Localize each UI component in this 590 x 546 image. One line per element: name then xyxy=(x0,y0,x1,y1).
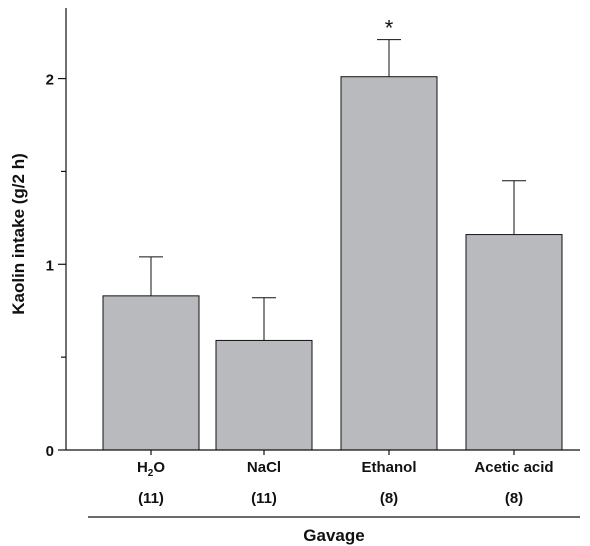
y-axis-title: Kaolin intake (g/2 h) xyxy=(9,153,28,315)
x-tick-label-1: NaCl xyxy=(247,459,281,476)
x-axis-title: Gavage xyxy=(303,526,364,545)
sample-size-label-3: (8) xyxy=(505,490,523,507)
bar-0 xyxy=(102,295,200,451)
x-tick-label-2: Ethanol xyxy=(362,459,417,476)
sample-size-label-0: (11) xyxy=(138,490,164,507)
bar-3 xyxy=(465,234,563,451)
bar-1 xyxy=(215,339,313,451)
y-tick-label-2: 2 xyxy=(46,72,54,89)
y-tick-label-0: 0 xyxy=(46,443,54,460)
y-tick-label-1: 1 xyxy=(46,257,54,274)
error-bars-layer xyxy=(139,39,526,341)
x-tick-label-0: H2O xyxy=(137,459,165,479)
axes xyxy=(58,8,580,518)
bars-layer xyxy=(102,76,563,451)
x-tick-label-3: Acetic acid xyxy=(474,459,553,476)
sample-size-label-1: (11) xyxy=(251,490,277,507)
sample-size-label-2: (8) xyxy=(380,490,398,507)
significance-asterisk: * xyxy=(385,16,394,41)
bar-2 xyxy=(340,76,438,451)
labels-layer: 0 1 2 H2O (11) NaCl (11) Ethanol (8) Acetic acid (… xyxy=(9,16,554,545)
